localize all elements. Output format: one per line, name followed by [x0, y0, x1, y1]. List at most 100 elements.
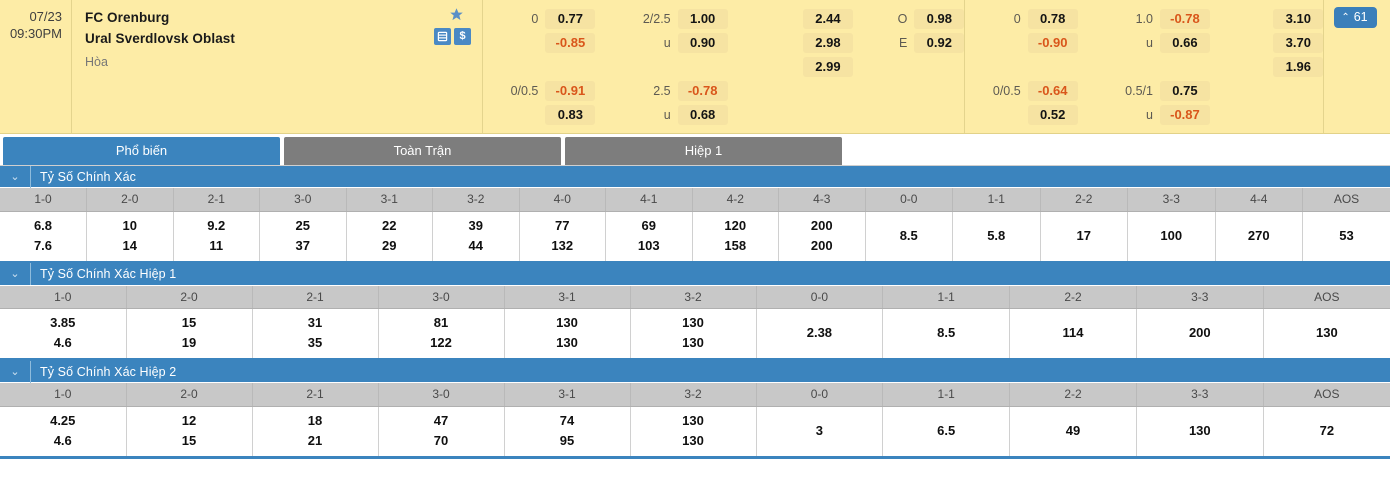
odds-value[interactable]: 0.98 — [914, 9, 965, 29]
odds-row[interactable]: 0.83 — [483, 103, 596, 127]
odds-value[interactable]: 132 — [551, 237, 574, 253]
odds-cell[interactable]: 8.5 — [865, 211, 953, 262]
odds-row[interactable]: 0/0.5 -0.91 — [483, 79, 596, 103]
odds-value[interactable]: 6.5 — [937, 422, 956, 438]
section-header[interactable]: ⌄ Tỷ Số Chính Xác — [0, 165, 1390, 188]
odds-value[interactable]: 3.85 — [50, 315, 76, 330]
odds-row[interactable]: 0 0.77 — [483, 7, 596, 31]
odds-row[interactable]: 0/0.5 -0.64 — [965, 79, 1078, 103]
odds-cell[interactable]: 77 132 — [519, 211, 606, 262]
odds-value[interactable]: 81 — [433, 315, 449, 330]
odds-value[interactable]: 17 — [1076, 227, 1091, 243]
odds-row[interactable]: -0.90 — [965, 31, 1078, 55]
tab-popular[interactable]: Phổ biến — [3, 137, 280, 165]
odds-cell[interactable]: 81 122 — [378, 308, 505, 360]
odds-value[interactable]: 0.77 — [545, 9, 596, 29]
odds-value[interactable]: 200 — [810, 217, 833, 233]
odds-value[interactable]: 0.66 — [1159, 33, 1210, 53]
odds-row[interactable]: O 0.98 — [853, 7, 965, 31]
odds-value[interactable]: 130 — [1188, 422, 1211, 438]
odds-value[interactable]: 19 — [181, 335, 197, 350]
odds-cell[interactable]: 12 15 — [126, 406, 253, 457]
odds-value[interactable]: 8.5 — [937, 325, 956, 340]
odds-row[interactable]: 2.5 -0.78 — [595, 79, 728, 103]
odds-value[interactable]: 69 — [641, 217, 656, 233]
odds-value[interactable]: 103 — [637, 237, 660, 253]
odds-value[interactable]: 130 — [682, 432, 704, 448]
odds-cell[interactable]: 18 21 — [252, 406, 379, 457]
odds-cell[interactable]: 6.5 — [882, 406, 1011, 457]
odds-cell[interactable]: 130 130 — [504, 308, 631, 360]
odds-value[interactable]: 2.99 — [802, 57, 853, 77]
odds-cell[interactable]: 72 — [1263, 406, 1390, 457]
odds-value[interactable]: 2.98 — [802, 33, 853, 53]
odds-value[interactable]: 77 — [555, 217, 570, 233]
odds-value[interactable]: 1.96 — [1273, 57, 1324, 77]
odds-value[interactable]: 0.90 — [677, 33, 728, 53]
odds-value[interactable]: -0.78 — [677, 81, 728, 101]
odds-value[interactable]: 0.68 — [677, 105, 728, 125]
odds-value[interactable]: 95 — [559, 432, 575, 448]
odds-value[interactable]: 200 — [810, 237, 833, 253]
odds-row[interactable]: E 0.92 — [853, 31, 965, 55]
odds-cell[interactable]: 47 70 — [378, 406, 505, 457]
odds-row[interactable]: u 0.68 — [595, 103, 728, 127]
odds-value[interactable]: 44 — [468, 237, 483, 253]
odds-cell[interactable]: 130 — [1263, 308, 1390, 360]
odds-cell[interactable]: 120 158 — [692, 211, 779, 262]
odds-value[interactable]: 31 — [307, 315, 323, 330]
odds-value[interactable]: 12 — [181, 412, 197, 428]
odds-cell[interactable]: 130 130 — [630, 308, 757, 360]
odds-cell[interactable]: 9.2 11 — [173, 211, 260, 262]
odds-value[interactable]: 72 — [1319, 422, 1335, 438]
odds-cell[interactable]: 114 — [1009, 308, 1137, 360]
tab-full-match[interactable]: Toàn Trận — [284, 137, 561, 165]
tab-first-half[interactable]: Hiệp 1 — [565, 137, 842, 165]
odds-cell[interactable]: 5.8 — [952, 211, 1041, 262]
odds-value[interactable]: 158 — [724, 237, 747, 253]
odds-value[interactable]: 0.83 — [545, 105, 596, 125]
odds-row[interactable]: 2.98 — [728, 31, 853, 55]
odds-cell[interactable]: 15 19 — [126, 308, 253, 360]
odds-row[interactable]: u 0.90 — [595, 31, 728, 55]
odds-value[interactable]: 53 — [1339, 227, 1354, 243]
odds-value[interactable]: 114 — [1062, 325, 1084, 340]
odds-cell[interactable]: 200 200 — [778, 211, 866, 262]
odds-value[interactable]: 2.44 — [802, 9, 853, 29]
odds-row[interactable]: 2.99 — [728, 55, 853, 79]
odds-value[interactable]: 130 — [556, 315, 578, 330]
odds-value[interactable]: 47 — [433, 412, 449, 428]
odds-value[interactable]: 0.78 — [1027, 9, 1078, 29]
odds-cell[interactable]: 17 — [1040, 211, 1128, 262]
odds-value[interactable]: 130 — [682, 412, 704, 428]
odds-value[interactable]: 3.10 — [1273, 9, 1324, 29]
odds-row[interactable]: 0 0.78 — [965, 7, 1078, 31]
odds-value[interactable]: 270 — [1247, 227, 1270, 243]
odds-value[interactable]: 7.6 — [33, 237, 53, 253]
stats-icon[interactable] — [434, 28, 451, 45]
odds-cell[interactable]: 53 — [1302, 211, 1390, 262]
odds-value[interactable]: 4.6 — [53, 335, 72, 350]
odds-cell[interactable]: 10 14 — [86, 211, 174, 262]
odds-value[interactable]: 200 — [1188, 325, 1211, 340]
chevron-down-icon[interactable]: ⌄ — [0, 263, 31, 285]
odds-value[interactable]: 21 — [307, 432, 323, 448]
odds-row[interactable]: 1.96 — [1210, 55, 1324, 79]
odds-row[interactable]: u -0.87 — [1078, 103, 1210, 127]
odds-cell[interactable]: 39 44 — [432, 211, 520, 262]
odds-value[interactable]: 1.00 — [677, 9, 728, 29]
odds-row[interactable]: 0.5/1 0.75 — [1078, 79, 1210, 103]
odds-value[interactable]: 0.75 — [1159, 81, 1210, 101]
odds-cell[interactable]: 3 — [756, 406, 884, 457]
dollar-icon[interactable]: $ — [454, 28, 471, 45]
odds-value[interactable]: 0.52 — [1027, 105, 1078, 125]
odds-value[interactable]: 4.6 — [53, 432, 72, 448]
odds-cell[interactable]: 22 29 — [346, 211, 433, 262]
odds-value[interactable]: 3 — [815, 422, 824, 438]
odds-value[interactable]: 70 — [433, 432, 449, 448]
odds-cell[interactable]: 2.38 — [756, 308, 884, 360]
odds-value[interactable]: 130 — [1315, 325, 1338, 340]
odds-value[interactable]: 2.38 — [806, 325, 833, 340]
star-icon[interactable] — [449, 7, 464, 25]
odds-value[interactable]: 11 — [209, 237, 224, 253]
